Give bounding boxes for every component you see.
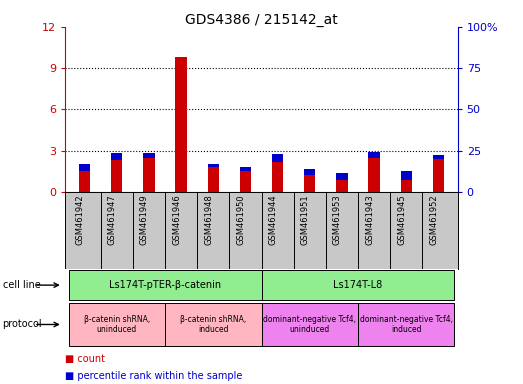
Bar <box>368 157 380 192</box>
Text: GSM461945: GSM461945 <box>397 194 406 245</box>
Bar <box>272 154 283 162</box>
Bar <box>401 171 412 180</box>
Bar <box>433 155 444 159</box>
Text: dominant-negative Tcf4,
induced: dominant-negative Tcf4, induced <box>360 315 453 334</box>
Text: β-catenin shRNA,
induced: β-catenin shRNA, induced <box>180 315 246 334</box>
Text: GDS4386 / 215142_at: GDS4386 / 215142_at <box>185 13 338 27</box>
Text: β-catenin shRNA,
uninduced: β-catenin shRNA, uninduced <box>84 315 150 334</box>
Bar <box>240 167 251 171</box>
Bar <box>401 180 412 192</box>
Text: GSM461949: GSM461949 <box>140 194 149 245</box>
Bar <box>165 303 262 346</box>
Bar <box>79 164 90 171</box>
Bar <box>143 154 155 157</box>
Bar <box>143 157 155 192</box>
Bar <box>336 174 347 180</box>
Bar <box>79 171 90 192</box>
Text: ■ percentile rank within the sample: ■ percentile rank within the sample <box>65 371 243 381</box>
Bar <box>433 159 444 192</box>
Text: dominant-negative Tcf4,
uninduced: dominant-negative Tcf4, uninduced <box>263 315 356 334</box>
Bar <box>304 169 315 175</box>
Bar <box>358 303 454 346</box>
Text: GSM461951: GSM461951 <box>301 194 310 245</box>
Text: GSM461946: GSM461946 <box>172 194 181 245</box>
Bar <box>208 164 219 167</box>
Text: protocol: protocol <box>3 319 42 329</box>
Bar <box>304 175 315 192</box>
Text: GSM461942: GSM461942 <box>76 194 85 245</box>
Bar <box>336 180 347 192</box>
Text: GSM461950: GSM461950 <box>236 194 245 245</box>
Text: Ls174T-L8: Ls174T-L8 <box>333 280 383 290</box>
Bar <box>272 162 283 192</box>
Bar <box>111 154 122 161</box>
Bar <box>208 167 219 192</box>
Bar <box>262 270 454 300</box>
Text: ■ count: ■ count <box>65 354 105 364</box>
Text: cell line: cell line <box>3 280 40 290</box>
Text: GSM461948: GSM461948 <box>204 194 213 245</box>
Text: GSM461944: GSM461944 <box>269 194 278 245</box>
Text: GSM461953: GSM461953 <box>333 194 342 245</box>
Bar <box>240 171 251 192</box>
Text: GSM461947: GSM461947 <box>108 194 117 245</box>
Bar <box>69 270 262 300</box>
Bar <box>69 303 165 346</box>
Text: Ls174T-pTER-β-catenin: Ls174T-pTER-β-catenin <box>109 280 221 290</box>
Bar <box>111 161 122 192</box>
Text: GSM461952: GSM461952 <box>429 194 438 245</box>
Bar <box>262 303 358 346</box>
Bar <box>176 57 187 192</box>
Text: GSM461943: GSM461943 <box>365 194 374 245</box>
Bar <box>368 152 380 157</box>
